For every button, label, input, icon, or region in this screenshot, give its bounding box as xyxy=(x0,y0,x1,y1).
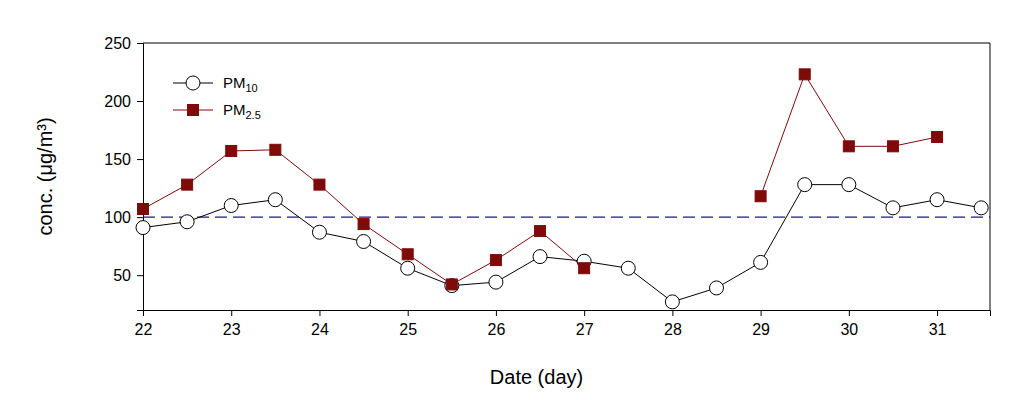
plot: 2223242526272829303150100150200250PM10PM… xyxy=(104,35,990,339)
tick-label: 27 xyxy=(576,321,594,338)
legend-label: PM10 xyxy=(223,74,258,94)
tick: 30 xyxy=(840,310,858,338)
axis-line xyxy=(137,44,144,311)
legend-item: PM2.5 xyxy=(173,101,261,121)
frame xyxy=(143,43,990,44)
marker xyxy=(136,221,150,235)
marker xyxy=(533,250,547,264)
marker xyxy=(535,226,546,237)
tick-mark xyxy=(137,275,143,276)
tick-mark xyxy=(231,310,232,316)
tick: 250 xyxy=(104,35,143,52)
marker xyxy=(974,201,988,215)
tick: 29 xyxy=(752,310,770,338)
tick: 26 xyxy=(488,310,506,338)
tick: 24 xyxy=(311,310,329,338)
marker xyxy=(754,255,768,269)
x-axis: 22 23 24 25 26 27 28 29 30 31 xyxy=(135,310,991,338)
tick-mark xyxy=(584,310,585,316)
marker xyxy=(798,178,812,192)
marker xyxy=(755,191,766,202)
tick-label: 31 xyxy=(929,321,947,338)
tick-label: 29 xyxy=(752,321,770,338)
series-line xyxy=(143,185,981,302)
marker xyxy=(226,145,237,156)
legend-marker xyxy=(188,105,199,116)
marker xyxy=(401,261,415,275)
marker xyxy=(932,132,943,143)
marker xyxy=(357,235,371,249)
tick: 22 xyxy=(135,310,153,338)
tick-mark xyxy=(408,310,409,316)
marker xyxy=(489,275,503,289)
marker xyxy=(843,141,854,152)
tick: 23 xyxy=(223,310,241,338)
marker xyxy=(358,219,369,230)
chart: 2223242526272829303150100150200250PM10PM… xyxy=(0,0,1024,400)
frame xyxy=(990,43,991,310)
tick-label: 150 xyxy=(104,151,131,168)
tick: 27 xyxy=(576,310,594,338)
tick-label: 200 xyxy=(104,93,131,110)
tick: 25 xyxy=(399,310,417,338)
legend-label: PM2.5 xyxy=(223,101,261,121)
tick: 31 xyxy=(929,310,947,338)
tick-mark xyxy=(849,310,850,316)
tick-mark xyxy=(496,310,497,316)
legend: PM10 PM2.5 xyxy=(173,74,261,121)
y-axis-title: conc. (μg/m³) xyxy=(34,117,56,235)
tick-label: 50 xyxy=(113,267,131,284)
marker xyxy=(402,249,413,260)
tick-mark xyxy=(319,310,320,316)
reference-line xyxy=(143,217,990,218)
tick-mark xyxy=(937,310,938,316)
marker xyxy=(886,201,900,215)
tick: 150 xyxy=(104,151,143,168)
legend-item: PM10 xyxy=(173,74,258,94)
marker xyxy=(446,279,457,290)
legend-marker xyxy=(186,76,200,90)
marker xyxy=(270,144,281,155)
tick-label: 25 xyxy=(399,321,417,338)
tick-label: 30 xyxy=(840,321,858,338)
tick-mark xyxy=(137,43,143,44)
marker xyxy=(180,215,194,229)
marker xyxy=(887,141,898,152)
tick-mark xyxy=(672,310,673,316)
axis-line xyxy=(144,311,991,317)
marker xyxy=(709,281,723,295)
tick-mark xyxy=(137,101,143,102)
marker xyxy=(842,178,856,192)
marks xyxy=(136,69,990,309)
marker xyxy=(665,295,679,309)
tick: 200 xyxy=(104,93,143,110)
tick-label: 250 xyxy=(104,35,131,52)
tick: 28 xyxy=(664,310,682,338)
tick-label: 26 xyxy=(488,321,506,338)
marker xyxy=(621,261,635,275)
tick: 50 xyxy=(113,267,143,284)
series-line xyxy=(143,74,937,284)
tick-mark xyxy=(137,217,143,218)
marker xyxy=(930,193,944,207)
marker xyxy=(490,255,501,266)
tick-label: 22 xyxy=(135,321,153,338)
marker xyxy=(445,279,459,293)
y-axis: 50 100 150 200 250 xyxy=(104,35,143,311)
marker xyxy=(224,199,238,213)
marker xyxy=(138,204,149,215)
tick-label: 23 xyxy=(223,321,241,338)
x-axis-title: Date (day) xyxy=(490,366,583,388)
tick-label: 24 xyxy=(311,321,329,338)
tick-mark xyxy=(761,310,762,316)
marker xyxy=(314,179,325,190)
marker xyxy=(268,193,282,207)
marker xyxy=(799,69,810,80)
marker xyxy=(182,179,193,190)
marker xyxy=(579,263,590,274)
tick-label: 28 xyxy=(664,321,682,338)
tick-mark xyxy=(137,159,143,160)
tick-label: 100 xyxy=(104,209,131,226)
marker xyxy=(312,225,326,239)
